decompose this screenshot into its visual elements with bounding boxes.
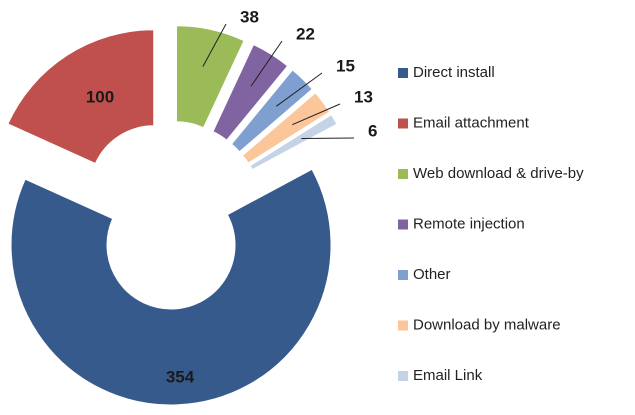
data-label: 22 (296, 24, 315, 43)
legend-label: Email Link (413, 367, 483, 384)
leader-line (202, 23, 227, 67)
data-label: 354 (166, 367, 195, 386)
donut-segment (241, 92, 331, 164)
data-label: 38 (240, 7, 259, 26)
donut-segment (230, 69, 313, 153)
data-label: 15 (336, 56, 355, 75)
legend-swatch (398, 118, 408, 129)
data-label: 6 (368, 121, 377, 140)
donut-segment (212, 43, 289, 141)
donut-segment (7, 29, 155, 165)
data-label: 13 (354, 87, 373, 106)
legend-swatch (398, 371, 408, 381)
donut-segment (10, 168, 332, 406)
leader-line (275, 72, 323, 107)
legend-label: Direct install (413, 64, 495, 81)
leader-line (292, 103, 341, 126)
donut-segment (175, 25, 245, 129)
legend-swatch (398, 68, 408, 78)
legend-swatch (398, 169, 408, 179)
legend-label: Remote injection (413, 215, 525, 232)
legend-label: Email attachment (413, 114, 530, 131)
legend-label: Download by malware (413, 316, 561, 333)
legend-swatch (398, 320, 408, 331)
legend-label: Other (413, 266, 451, 283)
legend-label: Web download & drive-by (413, 165, 584, 182)
donut-segment (249, 113, 338, 171)
data-label: 100 (86, 87, 114, 106)
leader-line (250, 40, 283, 87)
legend-swatch (398, 270, 408, 280)
legend-swatch (398, 219, 408, 230)
